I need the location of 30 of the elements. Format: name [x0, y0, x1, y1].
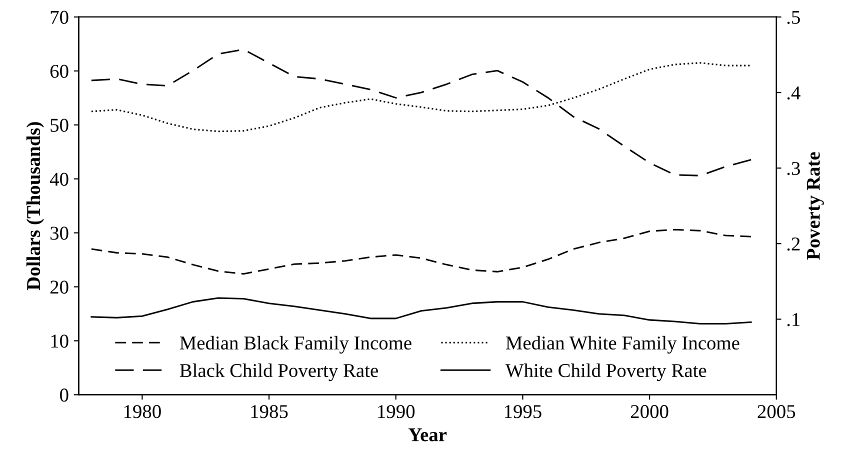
- legend-label: Median Black Family Income: [180, 336, 412, 354]
- x-tick-label: 1985: [251, 405, 288, 418]
- y-tick-label: 20: [50, 280, 68, 294]
- legend-label: White Child Poverty Rate: [505, 363, 706, 382]
- y-tick-label: 30: [50, 226, 68, 240]
- y-tick-label: 70: [50, 10, 68, 24]
- y-tick-label: 0: [60, 388, 68, 402]
- y2-axis-title: Poverty Rate: [806, 152, 824, 260]
- line-series: [90, 228, 752, 275]
- y2-tick-label: .5: [787, 10, 800, 24]
- y-tick-label: 40: [50, 172, 68, 186]
- y-tick-label: 50: [50, 118, 68, 132]
- y-tick-label: 10: [51, 334, 68, 348]
- x-axis-title: Year: [408, 428, 447, 442]
- x-tick-label: 1990: [378, 405, 415, 418]
- y2-tick-label: .2: [787, 238, 800, 251]
- y-axis-title: Dollars (Thousands): [26, 122, 44, 290]
- y2-tick-label: .4: [787, 86, 800, 100]
- y2-tick-label: .3: [787, 162, 800, 176]
- y-tick-label: 60: [50, 64, 68, 78]
- line-series: [90, 48, 752, 176]
- x-tick-label: 2005: [758, 405, 796, 418]
- legend-label: Black Child Poverty Rate: [180, 363, 378, 382]
- x-tick-label: 2000: [630, 405, 668, 418]
- legend-label: Median White Family Income: [506, 336, 740, 354]
- y2-tick-label: .1: [787, 313, 800, 326]
- line-series: [90, 297, 752, 324]
- x-tick-label: 1980: [124, 405, 161, 418]
- line-series: [90, 62, 752, 132]
- x-tick-label: 1995: [504, 405, 542, 418]
